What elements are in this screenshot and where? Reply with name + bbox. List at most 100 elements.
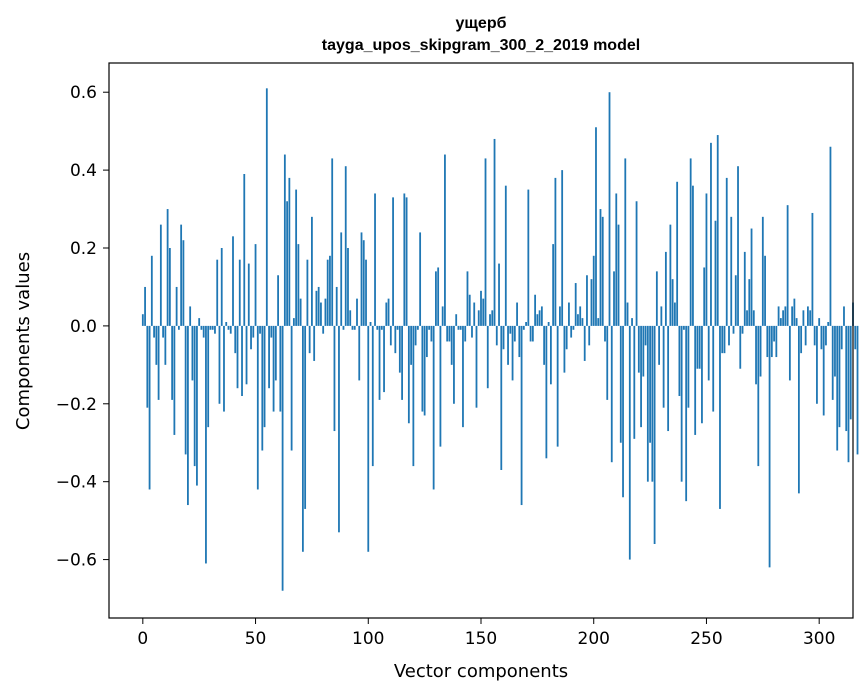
bar-179 — [545, 325, 548, 459]
bar-129 — [432, 325, 435, 490]
bar-285 — [784, 306, 787, 326]
bar-240 — [683, 325, 685, 330]
bar-61 — [279, 325, 282, 412]
bar-159 — [500, 325, 503, 470]
bar-261 — [730, 216, 733, 326]
bar-52 — [259, 325, 261, 334]
bar-143 — [464, 325, 467, 342]
bar-219 — [635, 201, 638, 326]
bar-104 — [376, 325, 379, 330]
bar-189 — [568, 302, 570, 326]
bar-117 — [405, 197, 408, 326]
bar-317 — [856, 325, 859, 455]
bar-256 — [719, 325, 721, 509]
bar-51 — [256, 325, 259, 490]
bar-184 — [556, 325, 559, 447]
bar-135 — [446, 325, 449, 342]
bar-158 — [498, 263, 500, 326]
bar-259 — [725, 177, 728, 326]
bar-265 — [739, 325, 742, 369]
bar-269 — [748, 279, 751, 326]
bar-102 — [371, 325, 374, 467]
bar-176 — [538, 310, 541, 326]
bar-54 — [263, 325, 266, 428]
bar-258 — [723, 325, 726, 354]
bar-194 — [579, 306, 582, 326]
y-tick-label: 0.6 — [70, 83, 97, 103]
bar-95 — [356, 298, 358, 326]
bar-21 — [189, 306, 192, 326]
bar-290 — [795, 318, 798, 326]
bar-254 — [714, 220, 717, 326]
bar-26 — [200, 325, 203, 330]
bar-186 — [561, 170, 564, 326]
bar-167 — [518, 325, 521, 358]
bar-133 — [441, 306, 444, 326]
bar-127 — [428, 325, 431, 330]
bar-289 — [793, 298, 796, 326]
bar-66 — [290, 325, 293, 451]
bar-106 — [380, 325, 383, 330]
bar-231 — [662, 325, 665, 408]
bar-202 — [597, 318, 600, 326]
bar-293 — [802, 310, 805, 326]
bar-24 — [196, 325, 198, 486]
plot-area-frame — [108, 62, 854, 619]
bar-277 — [766, 325, 769, 358]
bar-124 — [421, 325, 424, 412]
bar-226 — [651, 325, 654, 482]
bar-302 — [822, 325, 825, 416]
bar-31 — [211, 325, 214, 330]
bar-288 — [791, 306, 794, 326]
bar-90 — [344, 166, 347, 326]
bar-295 — [807, 306, 809, 326]
bar-72 — [304, 325, 307, 509]
bar-212 — [619, 325, 622, 443]
bar-177 — [540, 306, 543, 326]
bar-57 — [270, 325, 273, 338]
bar-44 — [241, 325, 243, 396]
y-tick-label: −0.2 — [56, 395, 97, 415]
bar-67 — [292, 318, 295, 326]
bar-250 — [705, 193, 708, 326]
bar-58 — [272, 325, 275, 412]
bar-270 — [750, 228, 753, 326]
bar-309 — [838, 325, 841, 428]
bar-300 — [818, 318, 821, 326]
bar-246 — [696, 325, 699, 369]
y-tick-label: −0.4 — [56, 473, 97, 493]
bar-85 — [333, 325, 336, 432]
y-tick-label: 0.2 — [70, 239, 97, 259]
bar-287 — [788, 325, 791, 381]
bar-299 — [816, 325, 818, 404]
bar-62 — [281, 325, 284, 591]
bar-35 — [220, 248, 223, 326]
bar-88 — [340, 232, 343, 326]
bar-112 — [394, 325, 397, 354]
bar-82 — [326, 259, 329, 326]
bar-283 — [779, 318, 782, 326]
bar-221 — [640, 325, 642, 428]
bar-182 — [552, 244, 555, 326]
bar-80 — [322, 325, 325, 334]
bar-19 — [184, 325, 187, 455]
bar-168 — [520, 325, 523, 506]
bar-77 — [315, 290, 318, 326]
y-axis-label: Components values — [13, 252, 34, 430]
bar-211 — [617, 224, 620, 326]
bar-73 — [306, 259, 309, 326]
bar-93 — [351, 325, 354, 330]
bar-280 — [773, 325, 775, 342]
bar-310 — [840, 325, 843, 350]
bar-314 — [849, 325, 852, 420]
bar-84 — [331, 158, 334, 326]
bar-121 — [414, 325, 417, 346]
bar-123 — [419, 232, 422, 326]
bar-292 — [800, 325, 803, 354]
bar-130 — [435, 271, 437, 326]
bar-241 — [685, 325, 688, 502]
bar-91 — [347, 248, 349, 326]
bar-116 — [403, 193, 406, 326]
bar-33 — [216, 259, 219, 326]
bar-46 — [245, 325, 248, 385]
